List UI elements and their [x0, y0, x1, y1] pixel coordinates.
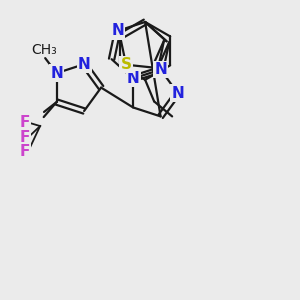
Text: N: N: [111, 23, 124, 38]
Text: F: F: [19, 130, 30, 145]
Text: CH₃: CH₃: [31, 43, 57, 57]
Text: N: N: [171, 85, 184, 100]
Text: N: N: [127, 71, 140, 86]
Text: N: N: [154, 62, 167, 77]
Text: N: N: [78, 57, 91, 72]
Text: N: N: [50, 66, 63, 81]
Text: S: S: [121, 57, 132, 72]
Text: F: F: [19, 115, 30, 130]
Text: F: F: [19, 144, 30, 159]
